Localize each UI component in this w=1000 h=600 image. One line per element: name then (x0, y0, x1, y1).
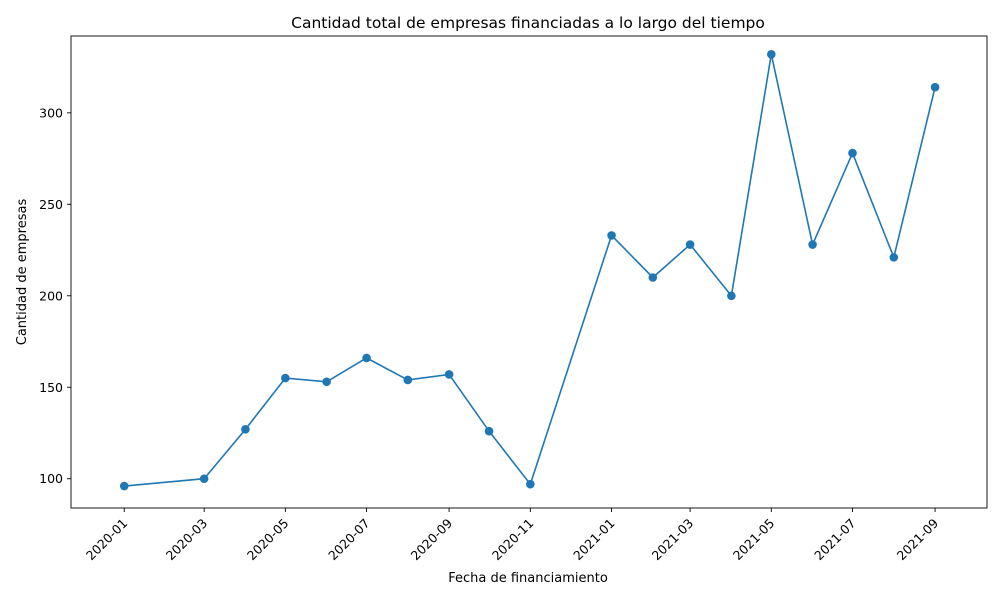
x-tick-label: 2020-05 (244, 516, 292, 564)
x-tick-label: 2021-01 (570, 516, 618, 564)
series-line (124, 54, 936, 487)
y-axis: 100 150 200 250 300 (39, 105, 71, 486)
x-axis: 2020-01 2020-03 2020-05 2020-07 2020-09 2020-… (83, 508, 941, 563)
y-axis-label: Cantidad de empresas (15, 199, 30, 346)
data-points (119, 49, 940, 491)
data-point (526, 479, 535, 489)
data-point (808, 240, 817, 249)
data-point (607, 231, 616, 240)
y-tick-label: 150 (39, 380, 63, 395)
x-tick-label: 2020-01 (83, 516, 131, 564)
data-point (241, 425, 250, 434)
data-point (322, 377, 331, 387)
data-point (767, 49, 776, 59)
x-axis-label: Fecha de financiamiento (448, 571, 608, 586)
data-point (889, 253, 899, 262)
data-point (444, 370, 454, 379)
x-tick-label: 2020-03 (163, 516, 211, 564)
x-tick-label: 2020-11 (489, 516, 537, 564)
data-point (362, 353, 371, 363)
y-tick-label: 100 (39, 471, 63, 486)
x-tick-label: 2020-09 (408, 515, 456, 563)
chart-title: Cantidad total de empresas financiadas a… (291, 14, 765, 32)
data-point (930, 82, 940, 92)
x-tick-label: 2021-05 (730, 516, 778, 564)
data-point (727, 291, 736, 301)
x-tick-label: 2021-03 (649, 516, 697, 564)
y-tick-label: 200 (39, 288, 63, 303)
y-tick-label: 250 (39, 197, 63, 212)
plot-area-frame (70, 35, 988, 509)
x-tick-label: 2020-07 (325, 516, 373, 564)
data-point (199, 474, 209, 484)
data-point (648, 273, 658, 282)
data-point (848, 148, 857, 158)
y-tick-label: 300 (39, 105, 63, 120)
data-point (119, 481, 129, 491)
data-point (403, 375, 413, 385)
data-point (281, 373, 290, 383)
data-point (685, 240, 695, 249)
data-point (484, 426, 494, 436)
x-tick-label: 2021-07 (811, 516, 859, 564)
x-tick-label: 2021-09 (894, 515, 942, 563)
